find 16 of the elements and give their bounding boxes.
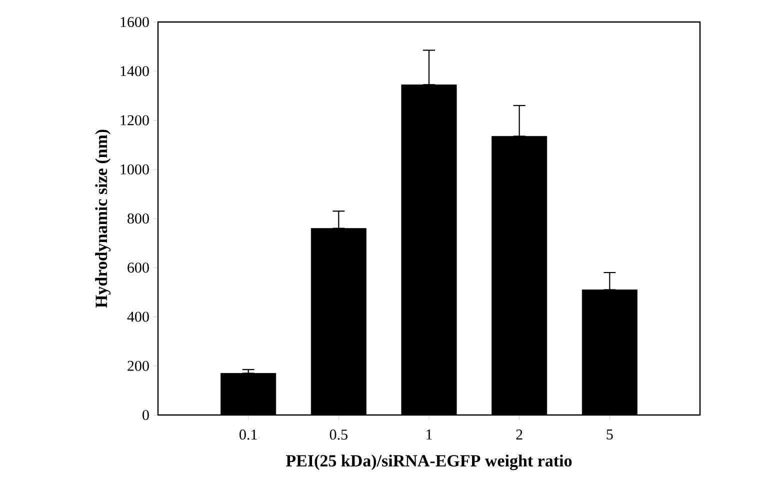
y-tick-label: 200	[128, 360, 149, 371]
y-tick-label: 800	[128, 213, 149, 224]
x-tick-label: 5	[606, 430, 613, 440]
y-tick-label: 1400	[120, 66, 149, 76]
y-axis-title: Hydrodynamic size (nm)	[95, 130, 111, 308]
y-tick-label: 1200	[120, 115, 149, 126]
x-tick-label: 2	[516, 430, 522, 440]
y-tick-label: 1600	[120, 16, 149, 28]
x-tick-label: 0.5	[330, 430, 348, 440]
x-axis-title: PEI(25 kDa)/siRNA-EGFP weight ratio	[286, 454, 572, 470]
y-tick-label: 1000	[120, 164, 149, 174]
y-tick-label: 600	[128, 262, 149, 273]
x-tick-label: 0.1	[240, 430, 257, 440]
x-tick-label: 1	[426, 430, 432, 440]
y-tick-label: 400	[127, 312, 149, 322]
y-tick-label: 0	[142, 410, 149, 420]
